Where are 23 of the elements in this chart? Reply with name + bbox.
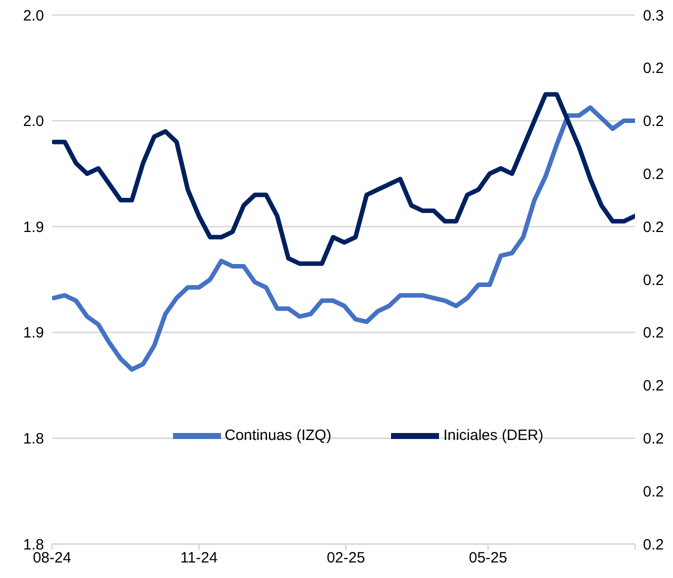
y2-tick-label: 0.2	[643, 166, 664, 184]
y2-tick-label: 0.2	[643, 218, 664, 236]
y2-tick-label: 0.2	[643, 113, 664, 130]
x-tick-label: 02-25	[326, 550, 366, 567]
y2-tick-label: 0.3	[643, 7, 664, 24]
y2-tick-label: 0.2	[643, 60, 664, 78]
legend-label: Continuas (IZQ)	[224, 426, 332, 444]
y-tick-label: 2.0	[23, 7, 44, 24]
y-tick-label: 2.0	[23, 113, 44, 130]
line-series	[52, 105, 635, 372]
legend-label: Iniciales (DER)	[443, 426, 544, 444]
y-tick-label: 1.9	[23, 218, 44, 236]
line-series	[52, 92, 635, 266]
y2-tick-label: 0.2	[643, 430, 664, 448]
y-tick-label: 1.8	[23, 430, 44, 448]
y2-tick-label: 0.2	[643, 536, 664, 554]
x-tick-label: 05-25	[468, 550, 508, 567]
x-tick-label: 11-24	[180, 550, 218, 567]
y2-tick-label: 0.2	[643, 378, 664, 395]
y2-tick-label: 0.2	[643, 272, 664, 289]
y2-tick-label: 0.2	[643, 483, 664, 500]
y-tick-label: 1.9	[23, 324, 44, 342]
y2-tick-label: 0.2	[643, 324, 664, 342]
